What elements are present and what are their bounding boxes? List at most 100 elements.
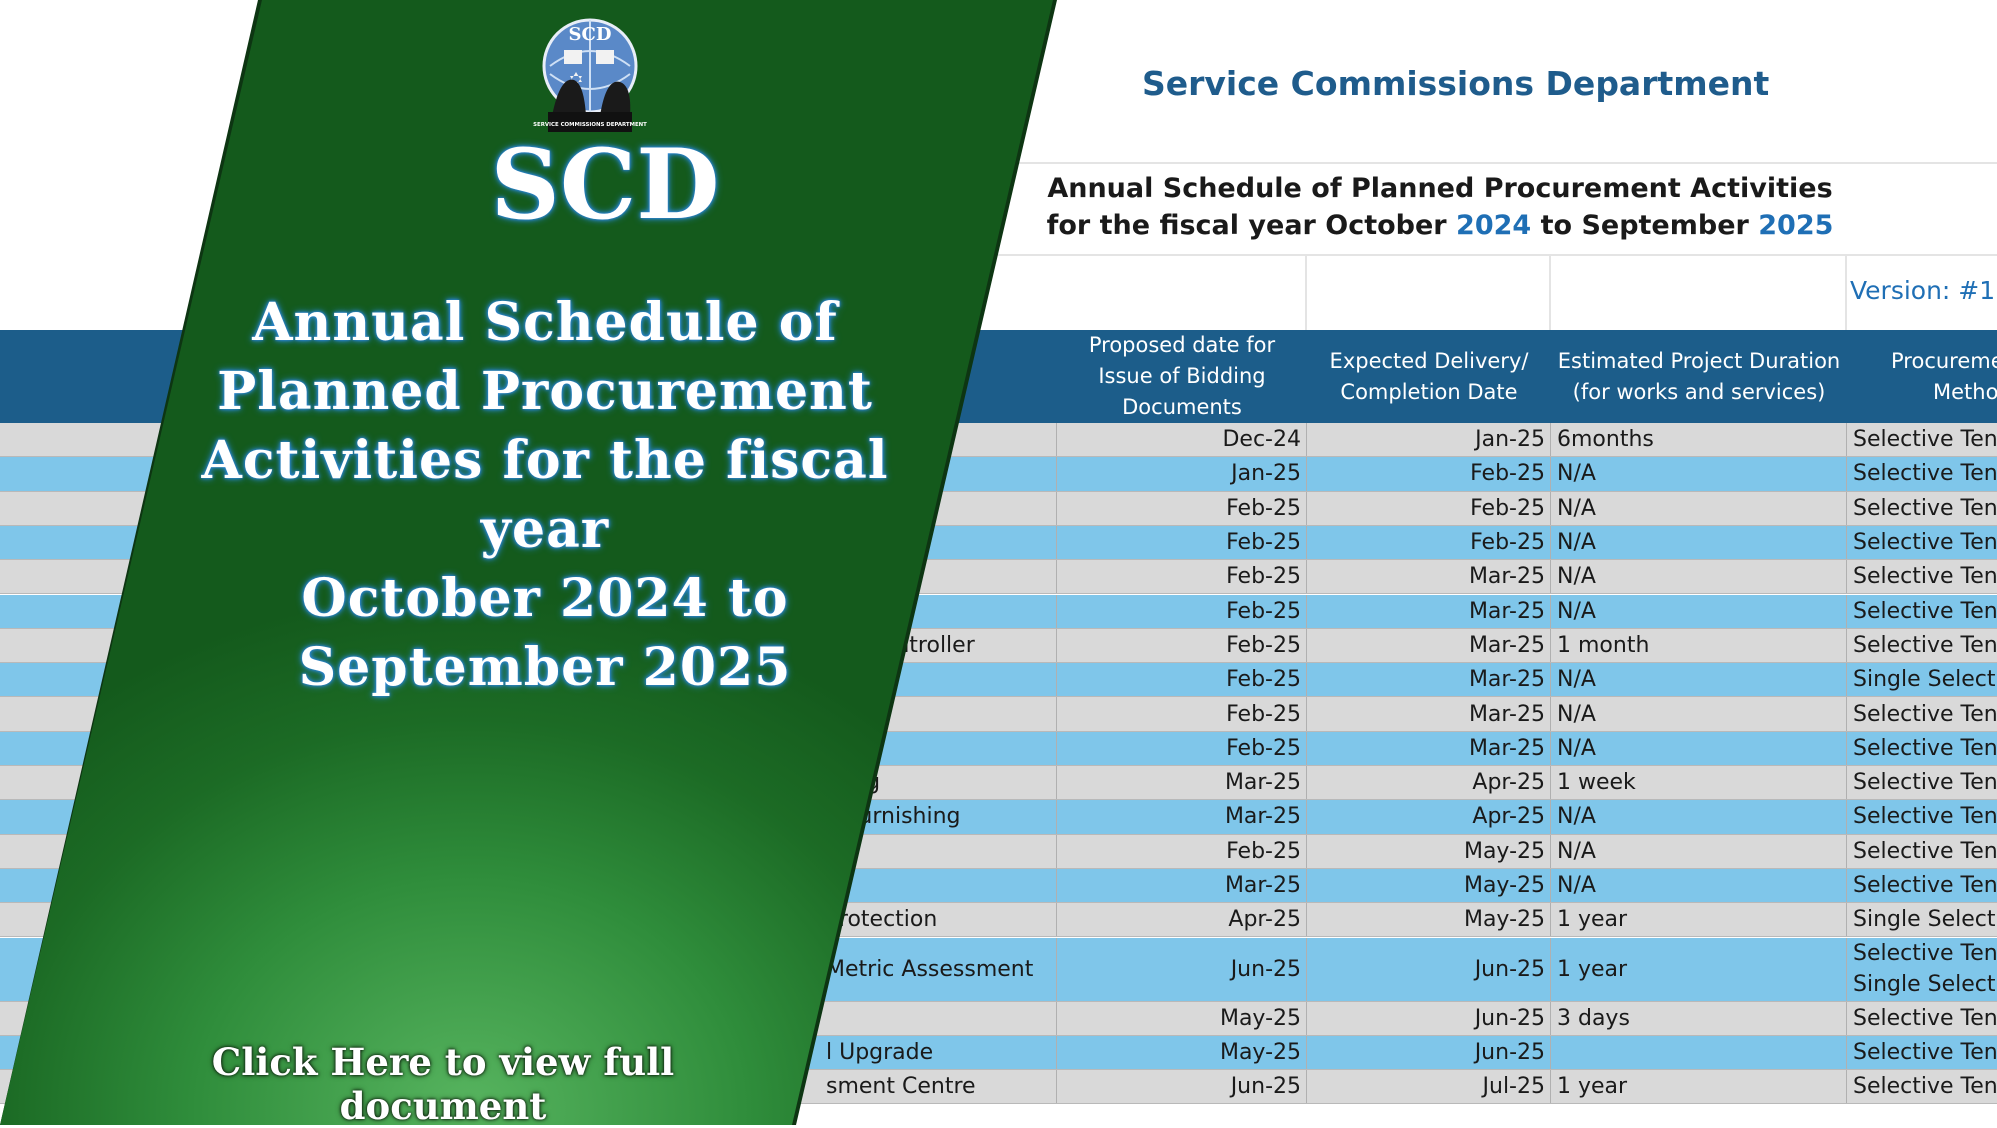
- cell-delivery: Feb-25: [1470, 530, 1545, 556]
- logo-caption: SERVICE COMMISSIONS DEPARTMENT: [533, 122, 647, 128]
- cell-duration: N/A: [1557, 461, 1596, 487]
- column-separator: [1306, 594, 1307, 628]
- column-separator: [1306, 937, 1307, 1001]
- column-separator: [1846, 1070, 1847, 1104]
- cell-delivery: Apr-25: [1472, 804, 1545, 830]
- column-separator: [1846, 834, 1847, 868]
- cell-duration: [1551, 1036, 1847, 1069]
- cell-duration: N/A: [1557, 804, 1596, 830]
- title-year-end: 2025: [1758, 210, 1834, 241]
- cell-method: Selective Tend: [1853, 632, 1997, 658]
- cell-delivery: Jun-25: [1474, 956, 1545, 982]
- column-separator: [1056, 731, 1057, 765]
- column-separator: [1846, 800, 1847, 834]
- column-separator: [1846, 491, 1847, 525]
- column-separator: [1550, 937, 1551, 1001]
- header-line: Documents: [1122, 395, 1242, 419]
- title-mid: to September: [1531, 210, 1759, 241]
- column-separator: [1306, 423, 1307, 457]
- column-separator: [1056, 800, 1057, 834]
- cell-proposed: Feb-25: [1226, 530, 1301, 556]
- cell-duration: N/A: [1557, 838, 1596, 864]
- cell-method: Single Select: [1853, 907, 1996, 933]
- column-separator: [1056, 457, 1057, 491]
- cell-proposed: Feb-25: [1226, 598, 1301, 624]
- cell-proposed: Feb-25: [1226, 735, 1301, 761]
- column-separator: [1056, 766, 1057, 800]
- column-separator: [1550, 1070, 1551, 1104]
- headline-line: October 2024 to: [301, 568, 789, 629]
- column-separator: [1550, 594, 1551, 628]
- cell-delivery: Mar-25: [1468, 667, 1545, 693]
- cell-proposed: Feb-25: [1226, 667, 1301, 693]
- cell-duration: N/A: [1557, 873, 1596, 899]
- column-separator: [1550, 766, 1551, 800]
- cell-method: Selective Tend Single Select: [1847, 938, 1997, 1001]
- column-separator: [1550, 697, 1551, 731]
- cell-delivery: Jan-25: [1475, 427, 1545, 453]
- column-separator: [1846, 868, 1847, 903]
- cell-method: Selective Tend: [1853, 461, 1997, 487]
- headline-line: Activities for the fiscal year: [201, 430, 889, 560]
- cell-duration: N/A: [1557, 530, 1596, 556]
- cell-proposed: Mar-25: [1224, 873, 1301, 899]
- acronym-heading: SCD: [490, 128, 720, 241]
- cell-proposed: May-25: [1219, 1039, 1301, 1065]
- column-separator: [1306, 868, 1307, 903]
- cell-method: Selective Tend: [1853, 701, 1997, 727]
- cell-duration: 1 year: [1557, 907, 1628, 933]
- column-separator: [1306, 800, 1307, 834]
- header-line: Method: [1933, 379, 1997, 404]
- cell-delivery: May-25: [1463, 873, 1545, 899]
- cell-method: Selective Tend: [1853, 1005, 1997, 1031]
- column-separator: [1550, 1035, 1551, 1070]
- cell-method: Single Select: [1853, 667, 1996, 693]
- column-separator: [1306, 1001, 1307, 1035]
- column-separator: [1550, 628, 1551, 663]
- header-line: Completion Date: [1340, 379, 1518, 404]
- column-separator: [1306, 628, 1307, 663]
- method-line: Selective Tend: [1853, 941, 1997, 966]
- cell-proposed: Feb-25: [1226, 838, 1301, 864]
- schedule-title-line1: Annual Schedule of Planned Procurement A…: [1047, 173, 1833, 204]
- column-separator: [1306, 903, 1307, 937]
- cell-delivery: May-25: [1463, 838, 1545, 864]
- column-separator: [1846, 937, 1847, 1001]
- cell-delivery: Feb-25: [1470, 495, 1545, 521]
- headline-line: September 2025: [298, 637, 792, 698]
- version-label: Version: #1: [1850, 276, 1996, 305]
- cell-delivery: Jun-25: [1474, 1039, 1545, 1065]
- header-line: (for works and services): [1572, 379, 1826, 404]
- column-separator: [1306, 525, 1307, 560]
- column-separator: [1550, 903, 1551, 937]
- column-separator: [1550, 834, 1551, 868]
- column-separator: [1846, 697, 1847, 731]
- cell-desc: Protection: [826, 907, 938, 933]
- header-duration: Estimated Project Duration (for works an…: [1551, 330, 1847, 423]
- cell-method: Selective Tend: [1853, 770, 1997, 796]
- cell-method: Selective Tend: [1853, 495, 1997, 521]
- scd-logo-icon: SCD SERVICE COMMISSIONS DEPARTMENT: [533, 18, 647, 132]
- column-separator: [1846, 628, 1847, 663]
- cell-delivery: May-25: [1463, 907, 1545, 933]
- column-separator: [1056, 594, 1057, 628]
- cell-method: Selective Tend: [1853, 530, 1997, 556]
- column-separator: [1306, 663, 1307, 697]
- logo-text: SCD: [569, 24, 612, 45]
- method-line: Single Select: [1853, 972, 1996, 997]
- cell-method: Selective Tend: [1853, 804, 1997, 830]
- cell-desc: [820, 1002, 1057, 1035]
- view-full-document-link[interactable]: Click Here to view full document: [211, 1040, 675, 1128]
- column-separator: [1550, 560, 1551, 594]
- column-separator: [1846, 457, 1847, 491]
- column-separator: [1306, 1035, 1307, 1070]
- cell-delivery: Mar-25: [1468, 564, 1545, 590]
- cell-proposed: Feb-25: [1226, 495, 1301, 521]
- column-separator: [1550, 800, 1551, 834]
- cell-delivery: Mar-25: [1468, 701, 1545, 727]
- column-separator: [1306, 491, 1307, 525]
- cell-duration: N/A: [1557, 495, 1596, 521]
- column-separator: [1056, 423, 1057, 457]
- header-line: Proposed date for: [1088, 333, 1276, 357]
- column-separator: [1846, 731, 1847, 765]
